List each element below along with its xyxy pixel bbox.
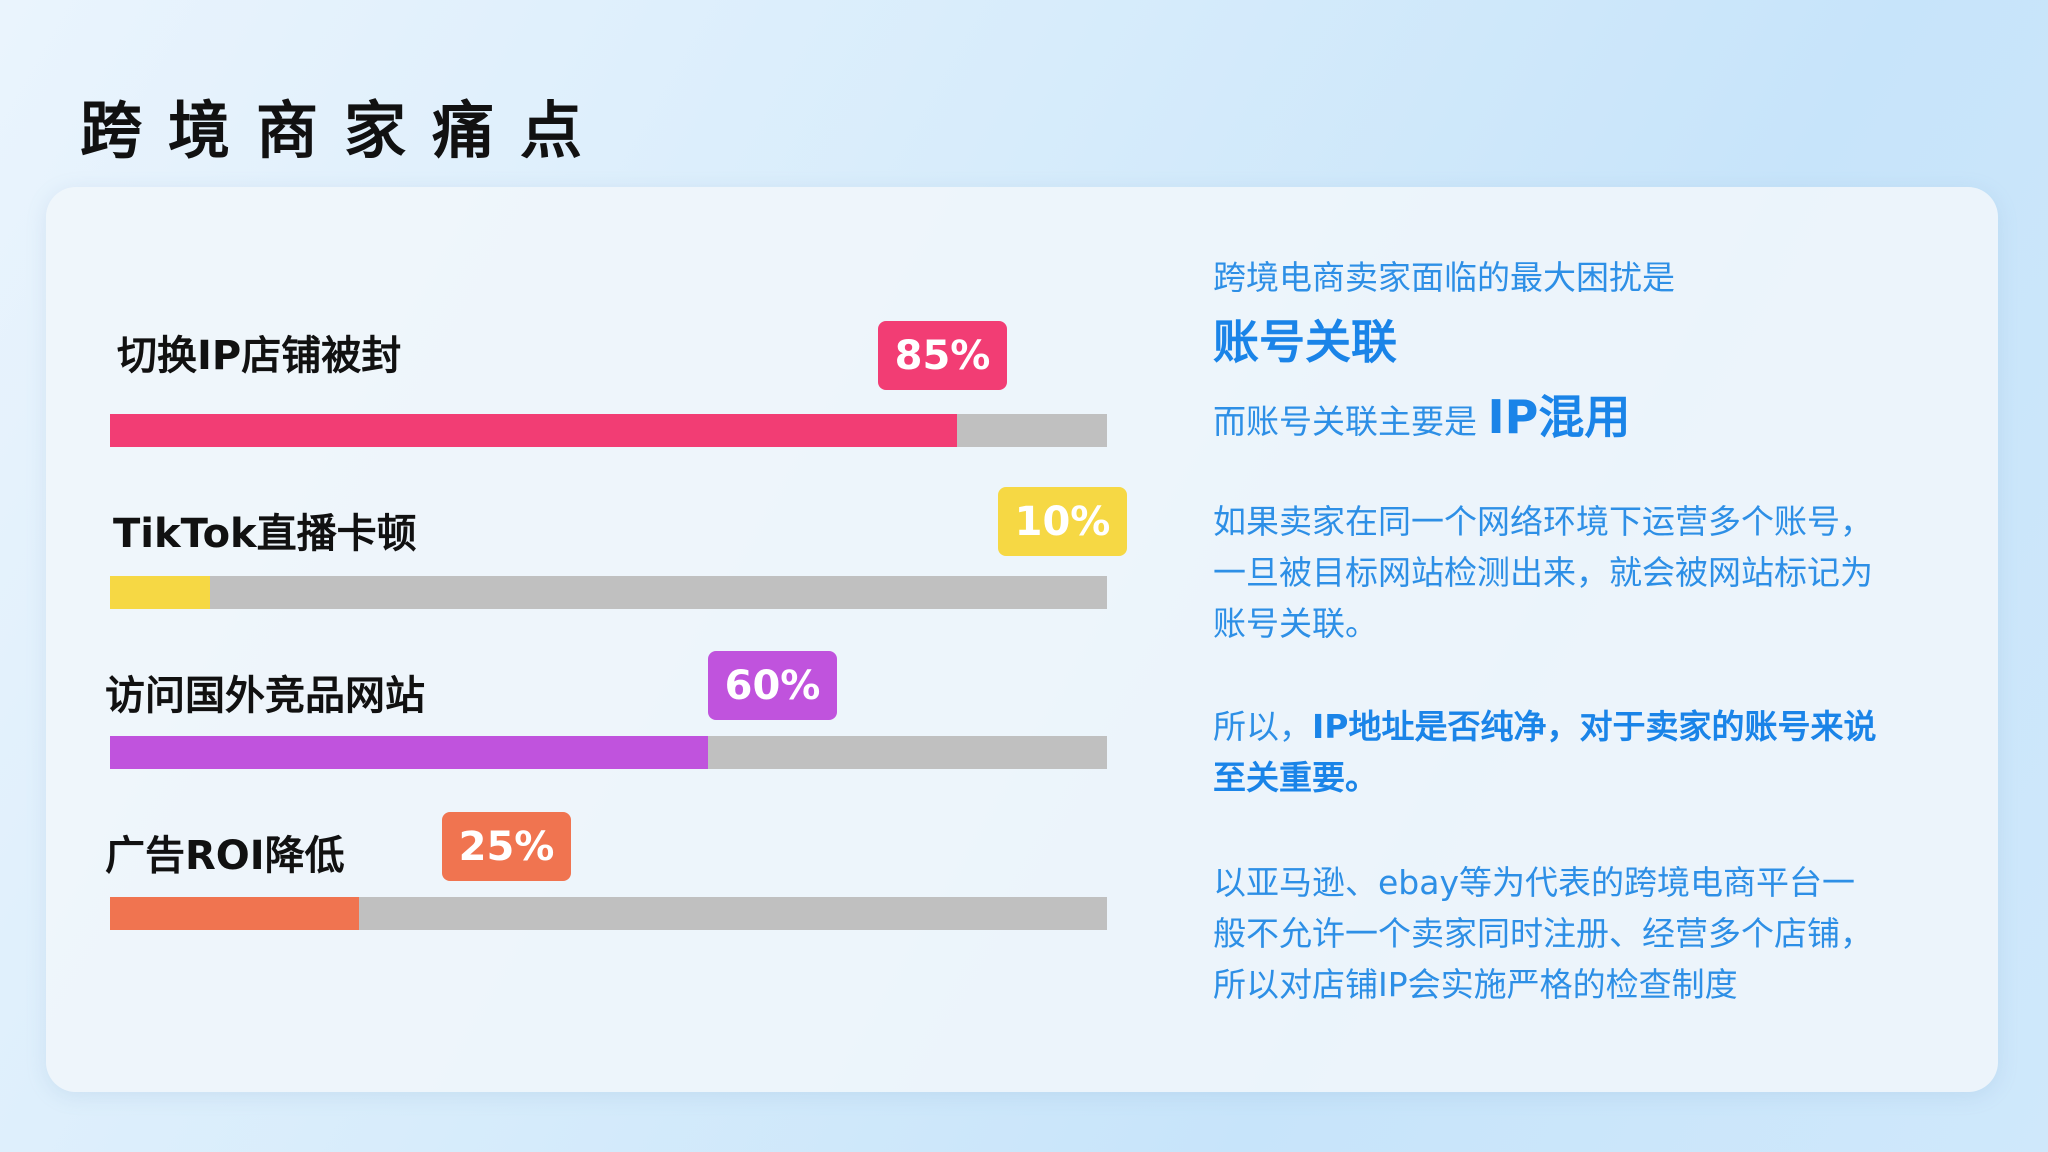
- progress-bar: [110, 576, 1107, 609]
- bar-label: 广告ROI降低: [105, 833, 345, 879]
- percent-badge: 85%: [878, 321, 1007, 390]
- progress-fill: [110, 414, 958, 447]
- progress-fill: [110, 897, 360, 930]
- progress-bar: [110, 736, 1107, 769]
- progress-fill: [110, 736, 709, 769]
- cause-line: 而账号关联主要是 IP混用: [1213, 392, 1630, 447]
- paragraph-1: 如果卖家在同一个网络环境下运营多个账号， 一旦被目标网站检测出来，就会被网站标记为…: [1213, 502, 1873, 643]
- progress-fill: [110, 576, 210, 609]
- percent-badge: 10%: [998, 487, 1127, 556]
- percent-badge: 60%: [708, 651, 837, 720]
- content-card: [46, 187, 1998, 1092]
- paragraph-3: 以亚马逊、ebay等为代表的跨境电商平台一 般不允许一个卖家同时注册、经营多个店铺…: [1213, 863, 1873, 1004]
- highlight-account-linking: 账号关联: [1213, 315, 1397, 369]
- paragraph-2: 所以，IP地址是否纯净，对于卖家的账号来说 至关重要。: [1213, 707, 1877, 797]
- progress-bar: [110, 414, 1107, 447]
- bar-label: TikTok直播卡顿: [113, 511, 417, 557]
- page-title: 跨境商家痛点: [80, 94, 609, 167]
- cause-prefix: 而账号关联主要是: [1213, 402, 1488, 441]
- intro-line: 跨境电商卖家面临的最大困扰是: [1213, 258, 1675, 297]
- bar-label: 切换IP店铺被封: [117, 333, 402, 379]
- progress-bar: [110, 897, 1107, 930]
- cause-highlight: IP混用: [1487, 390, 1631, 444]
- percent-badge: 25%: [442, 812, 571, 881]
- bar-label: 访问国外竞品网站: [105, 673, 425, 719]
